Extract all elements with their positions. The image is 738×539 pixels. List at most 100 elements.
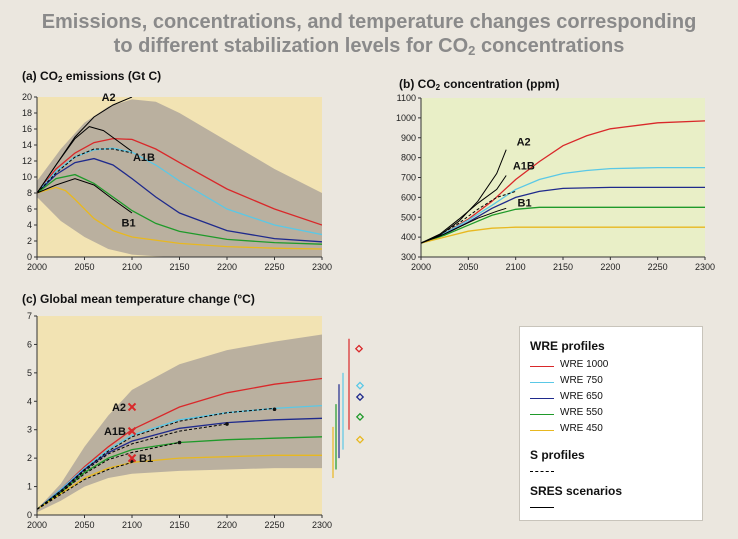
emissions-y-tick-0: 0 — [27, 252, 32, 262]
main-title: Emissions, concentrations, and temperatu… — [0, 10, 738, 63]
concentration-annotation-a1b: A1B — [513, 161, 535, 173]
temperature-x-tick-2100: 2100 — [122, 520, 142, 530]
panel-b-title: (b) CO2 concentration (ppm) — [399, 77, 559, 92]
legend-swatch-s-profiles — [530, 471, 554, 472]
panel-b-title-pre: (b) CO — [399, 77, 436, 91]
equilibrium-mark-wre650 — [355, 392, 365, 402]
emissions-x-tick-2200: 2200 — [217, 262, 237, 272]
emissions-y-tick-2: 2 — [27, 236, 32, 246]
concentration-x-tick-2250: 2250 — [648, 262, 668, 272]
emissions-series-wre450-4 — [37, 186, 322, 250]
temperature-plot-area — [37, 334, 322, 513]
temperature-sres-x-b-2 — [127, 453, 137, 463]
emissions-series-sres-8 — [37, 148, 133, 194]
concentration-chart: 2000 2050 2100 2150 2200 2250 2300 300 400 500 600… — [396, 93, 715, 272]
panel-a-title: (a) CO2 emissions (Gt C) — [22, 69, 161, 84]
concentration-series-sres-7 — [421, 207, 507, 244]
concentration-series-wre550-3 — [421, 206, 705, 244]
legend-s-heading: S profiles — [530, 448, 585, 462]
legend-swatch-wre550 — [530, 414, 554, 415]
emissions-series-wre550-3 — [37, 173, 322, 245]
title-line-2-pre: to different stabilization levels for CO — [113, 35, 469, 57]
emissions-y-tick-20: 20 — [22, 92, 32, 102]
panel-a-title-sub: 2 — [58, 75, 63, 84]
title-line-2-sub: 2 — [468, 43, 476, 58]
legend-swatch-wre650 — [530, 398, 554, 399]
concentration-x-tick-2050: 2050 — [458, 262, 478, 272]
temperature-x-tick-2250: 2250 — [264, 520, 284, 530]
concentration-series-sres-8 — [421, 190, 516, 244]
temperature-x-tick-2300: 2300 — [312, 520, 332, 530]
emissions-x-tick-2000: 2000 — [27, 262, 47, 272]
equilibrium-ranges — [332, 338, 365, 479]
concentration-x-tick-2300: 2300 — [695, 262, 715, 272]
emissions-y-tick-14: 14 — [22, 140, 32, 150]
legend-label-wre450: WRE 450 — [560, 423, 603, 434]
emissions-y-tick-4: 4 — [27, 220, 32, 230]
emissions-series-wre650-2 — [37, 157, 322, 243]
concentration-annotation-a2: A2 — [517, 137, 531, 149]
legend: WRE profiles WRE 1000 WRE 750 WRE 650 WR… — [519, 326, 703, 521]
concentration-x-tick-2150: 2150 — [553, 262, 573, 272]
concentration-x-tick-2000: 2000 — [411, 262, 431, 272]
temperature-point-2 — [225, 422, 229, 426]
temperature-point-1 — [177, 440, 182, 445]
concentration-y-tick-300: 300 — [401, 252, 416, 262]
temperature-x-tick-2050: 2050 — [74, 520, 94, 530]
temperature-series-wre550-3 — [37, 436, 322, 510]
concentration-plot-background — [421, 98, 705, 257]
panel-a-title-post: emissions (Gt C) — [62, 69, 162, 83]
temperature-point-3 — [272, 407, 277, 412]
panel-b-title-post: concentration (ppm) — [440, 77, 560, 91]
equilibrium-mark-wre750 — [355, 381, 365, 390]
emissions-series-sres-7 — [37, 178, 133, 214]
concentration-y-tick-900: 900 — [401, 133, 416, 143]
legend-swatch-wre1000 — [530, 366, 554, 367]
emissions-y-tick-6: 6 — [27, 204, 32, 214]
emissions-y-tick-18: 18 — [22, 108, 32, 118]
temperature-y-tick-5: 5 — [27, 368, 32, 378]
legend-swatch-wre750 — [530, 382, 554, 383]
temperature-x-tick-2150: 2150 — [169, 520, 189, 530]
temperature-series-sres-8 — [37, 461, 133, 510]
emissions-annotation-a2: A2 — [102, 92, 116, 104]
legend-wre-heading: WRE profiles — [530, 339, 605, 353]
emissions-series-wre750-1 — [37, 147, 322, 236]
emissions-x-tick-2150: 2150 — [169, 262, 189, 272]
temperature-sres-x-b-1 — [127, 426, 137, 436]
temperature-series-sres-6 — [37, 423, 228, 510]
temperature-x-tick-2000: 2000 — [27, 520, 47, 530]
concentration-y-tick-400: 400 — [401, 232, 416, 242]
equilibrium-mark-wre450 — [355, 435, 365, 444]
emissions-y-tick-12: 12 — [22, 156, 32, 166]
concentration-x-tick-2200: 2200 — [600, 262, 620, 272]
temperature-series-sres-5 — [37, 407, 275, 510]
temperature-y-tick-4: 4 — [27, 396, 32, 406]
legend-swatch-wre450 — [530, 430, 554, 431]
temperature-y-tick-0: 0 — [27, 510, 32, 520]
temperature-sres-label-a2: A2 — [112, 402, 126, 414]
concentration-series-wre450-4 — [421, 226, 705, 244]
temperature-x-tick-2200: 2200 — [217, 520, 237, 530]
emissions-x-tick-2050: 2050 — [74, 262, 94, 272]
concentration-y-tick-1100: 1100 — [397, 93, 416, 103]
panel-a-title-pre: (a) CO — [22, 69, 58, 83]
emissions-y-tick-8: 8 — [27, 188, 32, 198]
temperature-y-tick-7: 7 — [27, 311, 32, 321]
concentration-y-tick-600: 600 — [401, 192, 416, 202]
equilibrium-mark-wre550 — [355, 412, 365, 422]
emissions-series-sres-6 — [37, 126, 133, 194]
concentration-y-tick-700: 700 — [401, 173, 416, 183]
temperature-sres-marker-a1b: A1B — [104, 426, 137, 438]
temperature-y-tick-6: 6 — [27, 339, 32, 349]
emissions-plot-area — [37, 97, 322, 257]
concentration-x-tick-2100: 2100 — [506, 262, 526, 272]
legend-label-wre750: WRE 750 — [560, 375, 603, 386]
emissions-x-tick-2300: 2300 — [312, 262, 332, 272]
temperature-sres-x-b-0 — [127, 402, 137, 412]
concentration-annotation-b1: B1 — [518, 197, 532, 209]
temperature-y-tick-1: 1 — [27, 482, 32, 492]
concentration-y-tick-800: 800 — [401, 153, 416, 163]
concentration-y-tick-1000: 1000 — [396, 113, 416, 123]
